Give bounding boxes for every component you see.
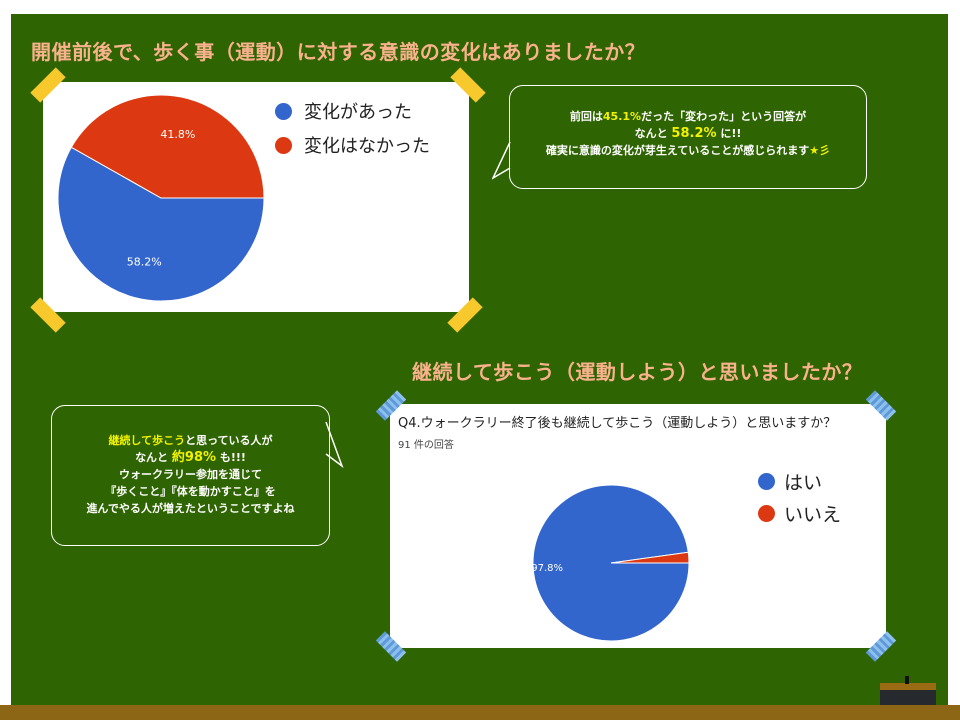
pie-chart-2: 97.8% bbox=[531, 484, 690, 642]
legend-swatch-blue bbox=[275, 102, 292, 120]
pie-slice-1 bbox=[70, 94, 265, 199]
bubble-2-line-4: 『歩くこと』『体を動かすこと』を bbox=[105, 485, 276, 498]
bubble-2-line-3: ウォークラリー参加を通じて bbox=[119, 468, 262, 481]
heading-question-2: 継続して歩こう（運動しよう）と思いましたか？ bbox=[412, 360, 863, 384]
legend-item-unchanged: 変化はなかった bbox=[275, 132, 430, 158]
bubble-2-line-2: なんと 約98% も!!! bbox=[135, 450, 246, 465]
eraser bbox=[880, 683, 936, 705]
pie-data-label-0: 97.8% bbox=[531, 563, 563, 574]
legend-swatch-red bbox=[275, 136, 292, 154]
legend-label: 変化があった bbox=[304, 102, 412, 123]
bubble-1-line-2: なんと 58.2% に!! bbox=[634, 126, 742, 141]
legend-label: いいえ bbox=[784, 504, 842, 526]
pie-data-label-1: 41.8% bbox=[160, 128, 195, 141]
chart-panel-1: 58.2% 41.8% 変化があった 変化はなかった bbox=[43, 82, 469, 312]
legend-label: 変化はなかった bbox=[304, 136, 430, 157]
chart-panel-2: Q4.ウォークラリー終了後も継続して歩こう（運動しよう）と思いますか？ 91 件… bbox=[390, 404, 886, 648]
bubble-1-line-3: 確実に意識の変化が芽生えていることが感じられます★彡 bbox=[545, 144, 831, 157]
bubble-1-tail bbox=[492, 141, 511, 180]
legend-item-changed: 変化があった bbox=[275, 98, 412, 124]
chalk-ledge bbox=[0, 705, 960, 720]
eraser-handle bbox=[905, 676, 909, 684]
survey-question: Q4.ウォークラリー終了後も継続して歩こう（運動しよう）と思いますか？ bbox=[398, 416, 837, 431]
pie-slice-0 bbox=[57, 146, 265, 302]
bubble-2-line-5: 進んでやる人が増えたということですよね bbox=[86, 502, 295, 515]
bubble-2-line-1: 継続して歩こうと思っている人が bbox=[108, 434, 273, 447]
legend-item-no: いいえ bbox=[758, 500, 841, 527]
bubble-1-line-1: 前回は45.1%だった「変わった」という回答が bbox=[569, 110, 807, 123]
speech-bubble-1: 前回は45.1%だった「変わった」という回答が なんと 58.2% に!! 確実… bbox=[509, 85, 867, 189]
pie-data-label-0: 58.2% bbox=[127, 255, 162, 268]
response-count: 91 件の回答 bbox=[398, 440, 454, 451]
legend-item-yes: はい bbox=[758, 468, 822, 495]
legend-swatch-blue bbox=[758, 473, 775, 490]
pie-slice-1 bbox=[610, 551, 690, 564]
heading-question-1: 開催前後で、歩く事（運動）に対する意識の変化はありましたか？ bbox=[31, 40, 646, 64]
bubble-2-tail bbox=[325, 421, 344, 469]
legend-swatch-red bbox=[758, 505, 775, 522]
pie-chart-1: 58.2% 41.8% bbox=[57, 94, 265, 302]
speech-bubble-2: 継続して歩こうと思っている人が なんと 約98% も!!! ウォークラリー参加を… bbox=[51, 405, 330, 546]
legend-label: はい bbox=[784, 472, 823, 494]
